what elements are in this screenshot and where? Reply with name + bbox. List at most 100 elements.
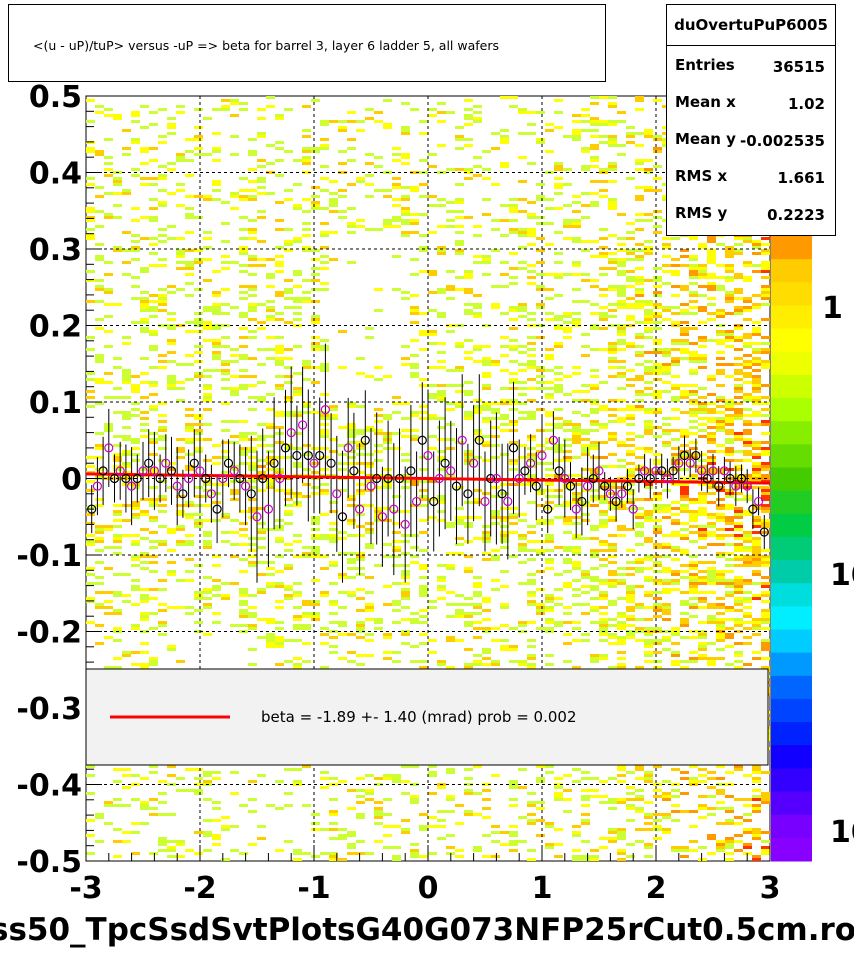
heat-cell <box>482 531 491 534</box>
heat-cell <box>716 552 725 555</box>
heat-cell <box>761 615 770 618</box>
heat-cell <box>590 240 599 243</box>
heat-cell <box>437 204 446 207</box>
heat-cell <box>671 789 680 792</box>
heat-cell <box>275 114 284 117</box>
heat-cell <box>689 267 698 270</box>
heat-cell <box>590 156 599 159</box>
heat-cell <box>662 351 671 354</box>
heat-cell <box>653 498 662 501</box>
heat-cell <box>347 651 356 654</box>
heat-cell <box>716 783 725 786</box>
heat-cell <box>248 465 257 468</box>
heat-cell <box>608 507 617 510</box>
heat-cell <box>221 372 230 375</box>
heat-cell <box>338 150 347 153</box>
heat-cell <box>437 111 446 114</box>
heat-cell <box>698 621 707 624</box>
heat-cell <box>608 453 617 456</box>
heat-cell <box>482 552 491 555</box>
heat-cell <box>464 291 473 294</box>
heat-cell <box>329 417 338 420</box>
heat-cell <box>680 384 689 387</box>
heat-cell <box>266 585 275 588</box>
heat-cell <box>437 426 446 429</box>
heat-cell <box>365 336 374 339</box>
heat-cell <box>464 351 473 354</box>
heat-cell <box>338 189 347 192</box>
heat-cell <box>194 249 203 252</box>
heat-cell <box>743 381 752 384</box>
heat-cell <box>716 612 725 615</box>
heat-cell <box>680 321 689 324</box>
heat-cell <box>365 453 374 456</box>
heat-cell <box>446 591 455 594</box>
heat-cell <box>527 438 536 441</box>
heat-cell <box>329 198 338 201</box>
heat-cell <box>509 825 518 828</box>
heat-cell <box>473 654 482 657</box>
heat-cell <box>473 489 482 492</box>
heat-cell <box>113 804 122 807</box>
heat-cell <box>734 492 743 495</box>
heat-cell <box>536 489 545 492</box>
heat-cell <box>716 513 725 516</box>
heat-cell <box>626 297 635 300</box>
heat-cell <box>194 447 203 450</box>
heat-cell <box>527 399 536 402</box>
heat-cell <box>536 612 545 615</box>
heat-cell <box>212 807 221 810</box>
heat-cell <box>302 468 311 471</box>
heat-cell <box>662 471 671 474</box>
heat-cell <box>725 291 734 294</box>
heat-cell <box>563 315 572 318</box>
heat-cell <box>203 495 212 498</box>
heat-cell <box>617 663 626 666</box>
heat-cell <box>482 360 491 363</box>
heat-cell <box>590 654 599 657</box>
heat-cell <box>212 294 221 297</box>
heat-cell <box>248 555 257 558</box>
heat-cell <box>527 459 536 462</box>
heat-cell <box>689 312 698 315</box>
heat-cell <box>149 219 158 222</box>
heat-cell <box>455 594 464 597</box>
heat-cell <box>167 378 176 381</box>
heat-cell <box>311 207 320 210</box>
heat-cell <box>203 774 212 777</box>
heat-cell <box>761 450 770 453</box>
heat-cell <box>131 375 140 378</box>
heat-cell <box>293 240 302 243</box>
heat-cell <box>464 459 473 462</box>
heat-cell <box>419 825 428 828</box>
heat-cell <box>761 525 770 528</box>
heat-cell <box>698 309 707 312</box>
heat-cell <box>509 309 518 312</box>
heat-cell <box>653 225 662 228</box>
heat-cell <box>626 630 635 633</box>
heat-cell <box>284 498 293 501</box>
heat-cell <box>149 486 158 489</box>
heat-cell <box>392 159 401 162</box>
heat-cell <box>545 618 554 621</box>
heat-cell <box>410 783 419 786</box>
heat-cell <box>113 411 122 414</box>
heat-cell <box>113 609 122 612</box>
heat-cell <box>626 471 635 474</box>
heat-cell <box>725 645 734 648</box>
heat-cell <box>716 537 725 540</box>
heat-cell <box>131 543 140 546</box>
heat-cell <box>95 105 104 108</box>
heat-cell <box>662 639 671 642</box>
heat-cell <box>698 507 707 510</box>
heat-cell <box>581 453 590 456</box>
heat-cell <box>239 216 248 219</box>
heat-cell <box>644 321 653 324</box>
heat-cell <box>500 645 509 648</box>
heat-cell <box>599 141 608 144</box>
heat-cell <box>176 363 185 366</box>
heat-cell <box>671 570 680 573</box>
heat-cell <box>212 345 221 348</box>
heat-cell <box>572 603 581 606</box>
heat-cell <box>590 147 599 150</box>
